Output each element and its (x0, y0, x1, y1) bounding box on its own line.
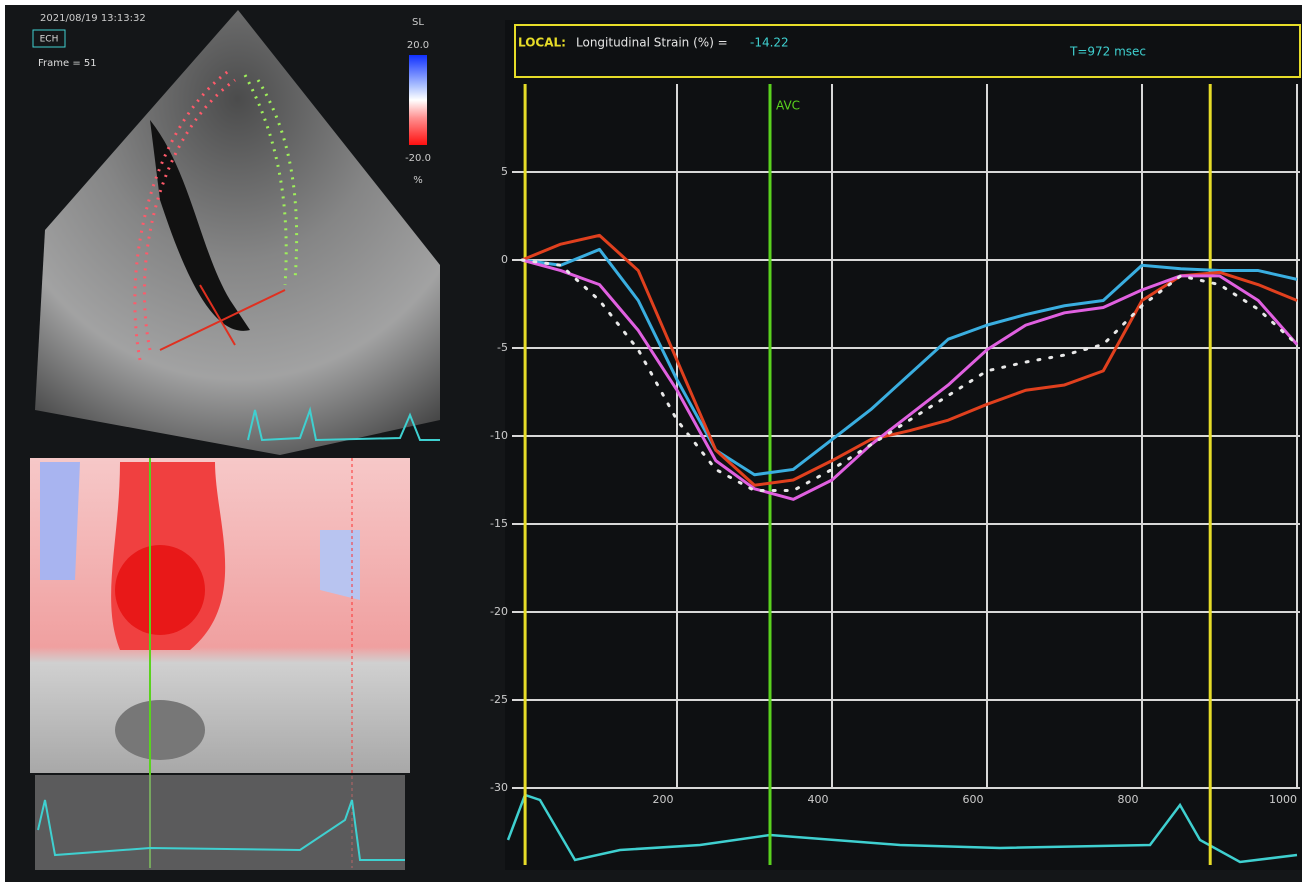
timestamp: 2021/08/19 13:13:32 (40, 13, 146, 24)
y-tick-label: -5 (497, 341, 508, 354)
x-tick-label: 200 (653, 793, 674, 806)
frame-label: Frame = 51 (38, 58, 97, 69)
y-tick-label: 5 (501, 165, 508, 178)
strain-value: -14.22 (750, 36, 789, 50)
strain-label: Longitudinal Strain (%) = (576, 36, 728, 50)
avc-label: AVC (776, 99, 800, 113)
m-mode-strip (35, 775, 405, 870)
x-tick-label: 1000 (1269, 793, 1297, 806)
colorbar-min: -20.0 (405, 153, 431, 164)
y-tick-label: -15 (490, 517, 508, 530)
strain-map-region (40, 462, 80, 580)
strain-map (30, 458, 410, 773)
colorbar-title: SL (412, 17, 424, 28)
strain-map-region (320, 530, 360, 600)
colorbar (409, 55, 427, 145)
x-tick-label: 400 (808, 793, 829, 806)
y-tick-label: 0 (501, 253, 508, 266)
y-tick-label: -10 (490, 429, 508, 442)
y-tick-label: -25 (490, 693, 508, 706)
colorbar-max: 20.0 (407, 40, 429, 51)
colorbar-unit: % (413, 175, 423, 186)
x-tick-label: 600 (963, 793, 984, 806)
strain-prefix: LOCAL: (518, 36, 566, 50)
chart-panel (505, 20, 1302, 870)
time-label: T=972 msec (1069, 45, 1146, 59)
screen: 2021/08/19 13:13:32 ECH Frame = 51 SL 20… (0, 0, 1302, 882)
x-tick-label: 800 (1118, 793, 1139, 806)
mode-label: ECH (40, 35, 59, 45)
y-tick-label: -30 (490, 781, 508, 794)
strain-map-region (115, 545, 205, 635)
strain-map-region (115, 700, 205, 760)
y-tick-label: -20 (490, 605, 508, 618)
